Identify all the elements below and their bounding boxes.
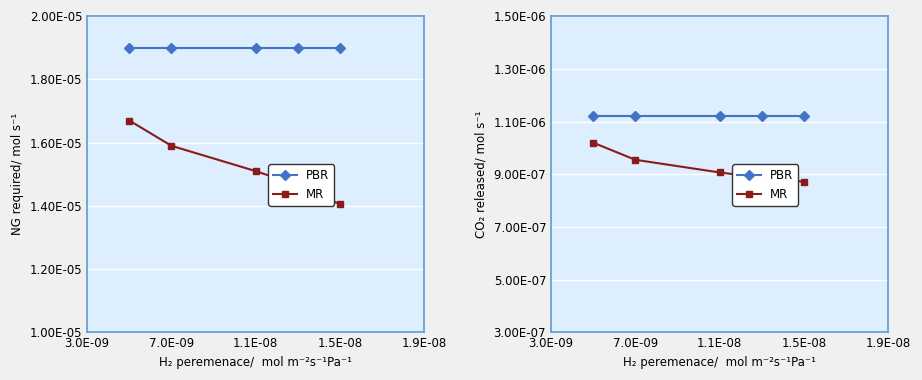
MR xyxy=(335,202,346,207)
PBR xyxy=(756,114,767,119)
MR xyxy=(756,176,767,180)
PBR xyxy=(124,46,135,50)
PBR xyxy=(587,114,598,119)
X-axis label: H₂ peremenace/  mol m⁻²s⁻¹Pa⁻¹: H₂ peremenace/ mol m⁻²s⁻¹Pa⁻¹ xyxy=(160,356,352,369)
PBR xyxy=(335,46,346,50)
Line: PBR: PBR xyxy=(125,44,344,51)
MR xyxy=(166,144,177,148)
PBR xyxy=(630,114,641,119)
Line: MR: MR xyxy=(590,139,808,185)
MR xyxy=(250,169,261,173)
Legend: PBR, MR: PBR, MR xyxy=(268,165,334,206)
MR xyxy=(798,179,810,184)
Line: PBR: PBR xyxy=(590,113,808,120)
Legend: PBR, MR: PBR, MR xyxy=(732,165,798,206)
MR xyxy=(292,183,303,188)
MR xyxy=(587,140,598,145)
X-axis label: H₂ peremenace/  mol m⁻²s⁻¹Pa⁻¹: H₂ peremenace/ mol m⁻²s⁻¹Pa⁻¹ xyxy=(623,356,816,369)
PBR xyxy=(166,46,177,50)
MR xyxy=(124,118,135,123)
PBR xyxy=(250,46,261,50)
PBR xyxy=(292,46,303,50)
MR xyxy=(715,170,726,175)
Y-axis label: NG required/ mol s⁻¹: NG required/ mol s⁻¹ xyxy=(11,113,24,236)
Line: MR: MR xyxy=(125,117,344,208)
PBR xyxy=(798,114,810,119)
Y-axis label: CO₂ released/ mol s⁻¹: CO₂ released/ mol s⁻¹ xyxy=(475,111,488,238)
PBR xyxy=(715,114,726,119)
MR xyxy=(630,158,641,162)
